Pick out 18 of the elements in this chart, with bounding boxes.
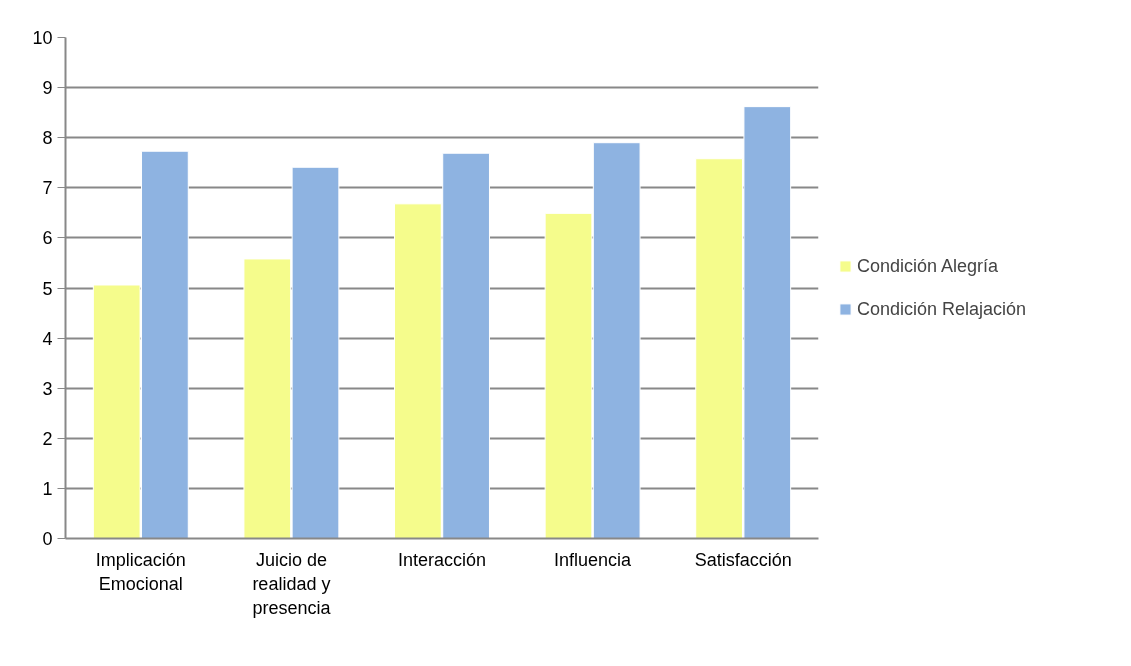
y-tick-label: 3 — [42, 378, 53, 399]
y-tick-label: 5 — [42, 278, 53, 299]
y-tick-label: 9 — [42, 78, 53, 99]
x-tick-label: Juicio de realidad y presencia — [252, 549, 332, 618]
y-tick-label: 1 — [42, 478, 53, 499]
y-tick-label: 4 — [42, 328, 53, 349]
x-tick-label: Implicación Emocional — [95, 549, 186, 594]
legend-label: Condición Alegría — [857, 255, 999, 277]
legend-label: Condición Relajación — [857, 298, 1027, 320]
y-tick-label: 2 — [42, 428, 53, 449]
y-tick-label: 0 — [42, 529, 53, 549]
y-tick-label: 8 — [42, 128, 53, 149]
y-tick-label: 10 — [32, 28, 53, 48]
y-tick-label: 6 — [42, 228, 53, 249]
x-tick-label: Influencia — [554, 549, 633, 570]
x-tick-label: Interacción — [397, 549, 487, 570]
x-tick-label: Satisfacción — [694, 549, 792, 570]
y-tick-label: 7 — [42, 178, 53, 199]
